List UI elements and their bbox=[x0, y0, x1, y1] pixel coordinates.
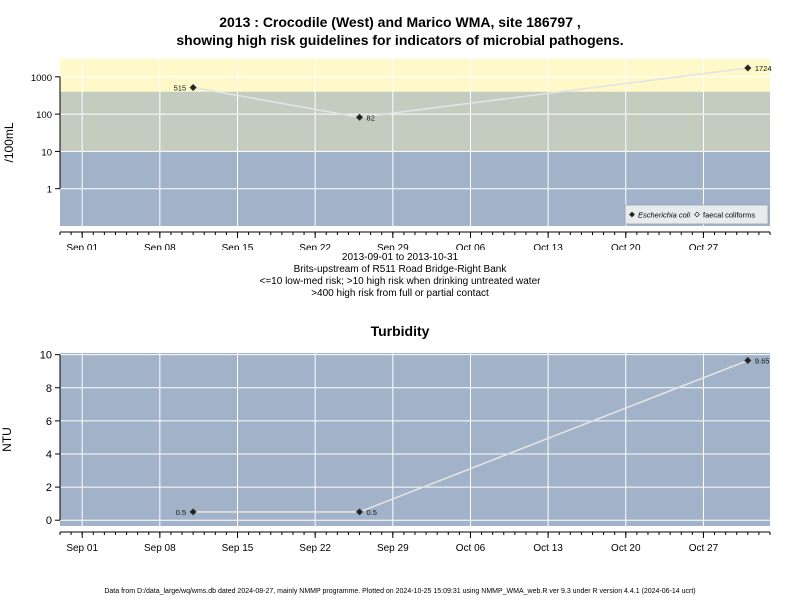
data-label: 82 bbox=[367, 113, 375, 122]
y-tick-label: 2 bbox=[46, 482, 52, 494]
guideline-contact-label: >400 high risk from full or partial cont… bbox=[311, 288, 489, 299]
x-tick-label: Sep 22 bbox=[299, 543, 331, 554]
date-range-label: 2013-09-01 to 2013-10-31 bbox=[341, 252, 459, 263]
x-tick-label: Sep 15 bbox=[222, 543, 254, 554]
x-tick-label: Oct 13 bbox=[533, 543, 563, 554]
legend-marker bbox=[694, 211, 700, 218]
data-source-footer: Data from D:/data_large/wq/wms.db dated … bbox=[104, 588, 696, 595]
y-tick-label: 0 bbox=[46, 515, 52, 527]
x-tick-label: Sep 15 bbox=[222, 243, 254, 250]
x-tick-label: Oct 20 bbox=[611, 543, 641, 554]
legend-label: faecal coliforms bbox=[703, 211, 755, 220]
x-tick-label: Oct 13 bbox=[533, 243, 563, 250]
data-point bbox=[189, 508, 197, 516]
legend-label: Escherichia coli bbox=[638, 211, 690, 220]
guideline-drinking-label: <=10 low-med risk; >10 high risk when dr… bbox=[259, 276, 541, 287]
chart-title-line2: showing high risk guidelines for indicat… bbox=[176, 32, 624, 48]
y-tick-label: 1000 bbox=[31, 73, 52, 84]
x-tick-label: Sep 01 bbox=[66, 543, 98, 554]
plot-background bbox=[60, 353, 770, 526]
data-point bbox=[189, 83, 197, 92]
x-tick-label: Sep 08 bbox=[144, 243, 176, 250]
x-tick-label: Sep 08 bbox=[144, 543, 176, 554]
data-label: 0.5 bbox=[367, 508, 377, 517]
ecoli-chart: 1 10 100 1000 Sep 01 Sep 08 Sep 15 Sep 22 Sep 29… bbox=[2, 59, 772, 250]
y-tick-label: 6 bbox=[46, 416, 52, 428]
turbidity-chart-title: Turbidity bbox=[370, 323, 430, 339]
x-tick-label: Sep 29 bbox=[377, 243, 409, 250]
data-point bbox=[355, 508, 364, 516]
x-tick-label: Sep 01 bbox=[66, 243, 98, 250]
y-tick-label: 1 bbox=[47, 185, 52, 196]
turbidity-chart: 0 2 4 6 8 10 Sep 01 Sep 08 Sep 15 Sep 22 Sep 29 Oct… bbox=[0, 350, 771, 554]
data-label: 9.65 bbox=[755, 356, 770, 365]
legend-marker bbox=[629, 211, 635, 218]
x-tick-label: Sep 22 bbox=[299, 243, 331, 250]
y-tick-label: 100 bbox=[36, 110, 52, 121]
x-tick-label: Oct 20 bbox=[611, 243, 641, 250]
risk-band-1 bbox=[60, 91, 770, 152]
risk-band-2 bbox=[60, 59, 770, 92]
x-tick-label: Oct 27 bbox=[689, 243, 719, 250]
y-axis-label: /100mL bbox=[2, 122, 16, 162]
data-point bbox=[744, 64, 752, 72]
y-tick-label: 10 bbox=[40, 350, 52, 362]
data-point bbox=[355, 113, 364, 121]
chart-title-line1: 2013 : Crocodile (West) and Marico WMA, … bbox=[219, 14, 581, 30]
data-label: 515 bbox=[174, 84, 187, 93]
data-point bbox=[744, 356, 752, 365]
y-tick-label: 8 bbox=[46, 383, 52, 395]
data-label: 1724 bbox=[755, 64, 772, 73]
data-label: 0.5 bbox=[176, 508, 186, 517]
y-tick-label: 10 bbox=[41, 147, 52, 158]
x-tick-label: Oct 06 bbox=[456, 243, 486, 250]
x-tick-label: Oct 06 bbox=[456, 543, 486, 554]
site-name-label: Brits-upstream of R511 Road Bridge-Right… bbox=[293, 264, 507, 275]
y-axis-label: NTU bbox=[0, 427, 14, 452]
y-tick-label: 4 bbox=[46, 449, 52, 461]
x-tick-label: Oct 27 bbox=[689, 543, 719, 554]
x-tick-label: Sep 29 bbox=[377, 543, 409, 554]
